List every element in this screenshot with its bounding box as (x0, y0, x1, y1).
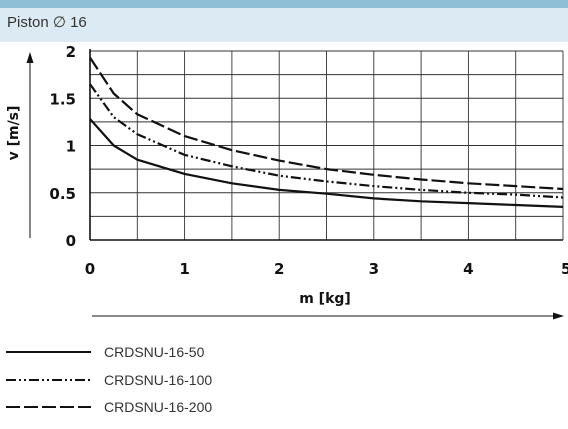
legend-label: CRDSNU-16-50 (104, 344, 205, 360)
chart-series (89, 56, 564, 208)
y-tick-label: 2 (66, 43, 76, 61)
x-tick-label: 1 (179, 260, 189, 278)
y-arrow-head (26, 52, 34, 63)
y-tick-label: 1.5 (49, 90, 76, 108)
y-tick-label: 0.5 (49, 185, 76, 203)
chart-ticks: 0 1 2 3 4 5 0 0.5 1 1.5 2 (49, 43, 568, 278)
x-tick-label: 5 (561, 260, 568, 278)
x-tick-label: 3 (369, 260, 379, 278)
x-tick-label: 4 (463, 260, 473, 278)
y-tick-label: 0 (66, 232, 76, 250)
chart-header-title: Piston ∅ 16 (7, 14, 87, 31)
legend-label: CRDSNU-16-200 (104, 399, 213, 415)
legend-swatch-dashed (6, 406, 91, 408)
series-line-3 (89, 56, 564, 191)
header-band (0, 8, 568, 42)
x-tick-label: 0 (85, 260, 95, 278)
x-axis-label: m [kg] (299, 291, 351, 307)
legend-label: CRDSNU-16-100 (104, 372, 213, 388)
y-axis-label: v [m/s] (6, 106, 22, 161)
legend-swatch-solid (6, 351, 91, 353)
legend-swatch-dash-dot-dot (6, 379, 91, 381)
chart-axes (26, 49, 564, 320)
series-line-2 (89, 83, 564, 199)
x-arrow-head (553, 312, 564, 320)
line-chart: 0 1 2 3 4 5 0 0.5 1 1.5 2 v [m/s] m [kg] (6, 43, 568, 320)
header-top-strip (0, 0, 568, 8)
series-line-1 (89, 118, 564, 208)
legend-item-2: CRDSNU-16-100 (0, 370, 400, 394)
x-tick-label: 2 (274, 260, 284, 278)
legend-item-3: CRDSNU-16-200 (0, 397, 400, 421)
y-tick-label: 1 (66, 138, 76, 156)
legend-item-1: CRDSNU-16-50 (0, 342, 400, 366)
